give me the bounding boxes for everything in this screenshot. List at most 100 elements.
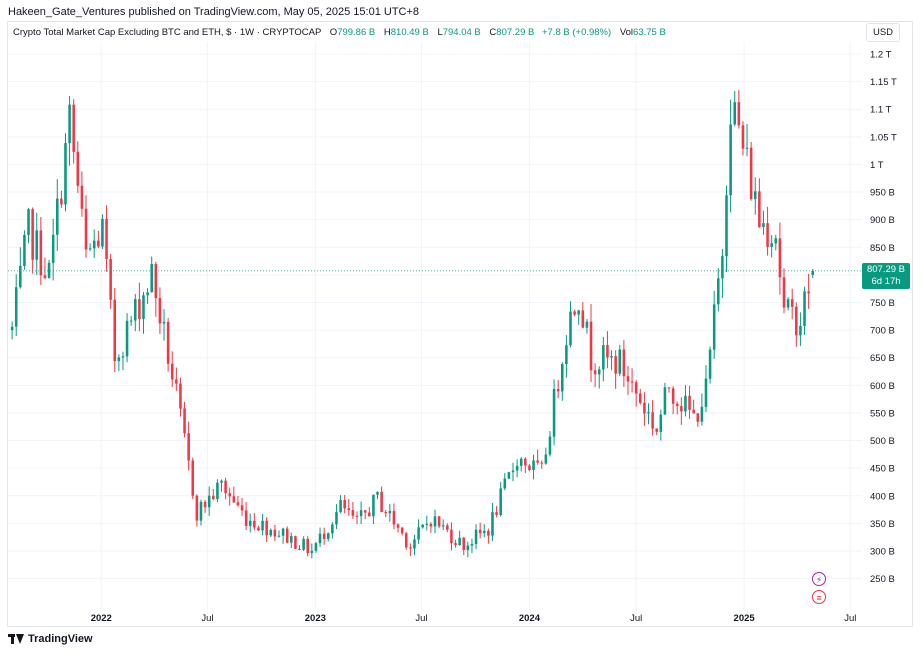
candle-body <box>795 306 798 336</box>
candle-body <box>700 406 704 422</box>
candle-body <box>322 533 326 539</box>
change-value: +7.8 B (+0.98%) <box>541 27 612 38</box>
candle-body <box>314 543 318 551</box>
candle-body <box>585 321 589 328</box>
candle-body <box>158 298 162 324</box>
candle-body <box>347 508 351 511</box>
candle-body <box>31 209 34 260</box>
candle-body <box>704 378 708 407</box>
publisher-line: Hakeen_Gate_Ventures published on Tradin… <box>8 6 420 18</box>
y-tick-label: 950 B <box>870 188 895 199</box>
candle-body <box>803 291 806 326</box>
candle-body <box>380 491 383 512</box>
candle-body <box>458 537 461 546</box>
candle-body <box>532 460 535 471</box>
candle-body <box>622 349 626 377</box>
candle-body <box>207 495 211 508</box>
candle-body <box>265 520 268 536</box>
candle-body <box>684 395 687 412</box>
candle-body <box>733 102 736 125</box>
candle-body <box>495 512 498 515</box>
candle-body <box>318 533 322 544</box>
candle-body <box>162 321 166 324</box>
candle-body <box>47 262 51 279</box>
tradingview-logo-icon <box>8 634 24 644</box>
candle-body <box>228 493 231 497</box>
candle-body <box>482 530 486 534</box>
candle-body <box>569 311 572 346</box>
candle-body <box>614 356 617 374</box>
candle-body <box>290 536 293 543</box>
y-tick-label: 400 B <box>870 491 895 502</box>
candle-body <box>437 516 441 527</box>
currency-button[interactable]: USD <box>866 23 900 42</box>
y-tick-label: 700 B <box>870 326 895 337</box>
candle-body <box>786 299 790 308</box>
candle-body <box>758 191 761 228</box>
volume-value: 63.75 B <box>633 27 666 38</box>
candle-body <box>396 524 400 528</box>
candle-body <box>581 310 585 328</box>
high-value: 810.49 B <box>390 27 429 38</box>
candle-body <box>770 243 773 248</box>
y-tick-label: 600 B <box>870 381 895 392</box>
candle-body <box>425 523 429 525</box>
candle-body <box>232 496 236 503</box>
candle-body <box>125 320 129 357</box>
candle-body <box>634 382 638 394</box>
candle-body <box>80 185 84 209</box>
high-label: H <box>383 27 391 38</box>
candle-body <box>749 147 753 200</box>
candle-body <box>630 381 634 383</box>
candle-body <box>626 376 630 382</box>
candle-body <box>14 287 18 327</box>
candle-body <box>236 502 240 506</box>
candle-body <box>335 512 338 525</box>
candle-body <box>88 248 92 250</box>
candle-body <box>310 550 314 553</box>
candle-body <box>306 538 309 553</box>
candle-body <box>524 458 527 466</box>
lightning-icon[interactable]: ⚡ <box>812 572 826 586</box>
candle-body <box>499 488 502 515</box>
us-flag-icon[interactable]: ≡ <box>812 590 826 604</box>
candle-body <box>191 460 195 496</box>
candle-body <box>503 478 507 489</box>
candle-body <box>175 379 178 384</box>
candle-body <box>109 259 112 300</box>
close-label: C <box>489 27 497 38</box>
brand-name: TradingView <box>28 633 93 645</box>
x-tick-label: 2022 <box>91 613 112 624</box>
candle-body <box>659 414 663 432</box>
candle-body <box>199 501 203 521</box>
candle-body <box>277 535 281 537</box>
candle-body <box>23 234 26 266</box>
candle-body <box>454 543 457 546</box>
candle-body <box>281 528 285 536</box>
candle-body <box>302 538 305 550</box>
candle-body <box>675 403 679 407</box>
candle-body <box>565 345 568 365</box>
candle-body <box>134 299 137 321</box>
candle-body <box>577 310 580 315</box>
candle-body <box>507 472 511 479</box>
candle-body <box>142 295 145 319</box>
chart-frame <box>7 21 913 627</box>
y-tick-label: 350 B <box>870 519 895 530</box>
tradingview-logo[interactable]: TradingView <box>8 633 93 645</box>
candle-body <box>43 275 47 279</box>
candle-body <box>376 491 379 495</box>
candle-body <box>766 223 769 248</box>
candle-body <box>573 311 576 315</box>
candle-body <box>708 349 712 379</box>
candle-body <box>64 143 67 205</box>
candle-body <box>762 223 765 228</box>
x-tick-label: 2023 <box>305 613 326 624</box>
candle-body <box>589 321 593 371</box>
y-tick-label: 1 T <box>870 160 884 171</box>
candle-body <box>552 388 556 437</box>
x-tick-label: 2024 <box>519 613 541 624</box>
symbol-title[interactable]: Crypto Total Market Cap Excluding BTC an… <box>13 27 322 38</box>
candle-body <box>351 510 355 516</box>
